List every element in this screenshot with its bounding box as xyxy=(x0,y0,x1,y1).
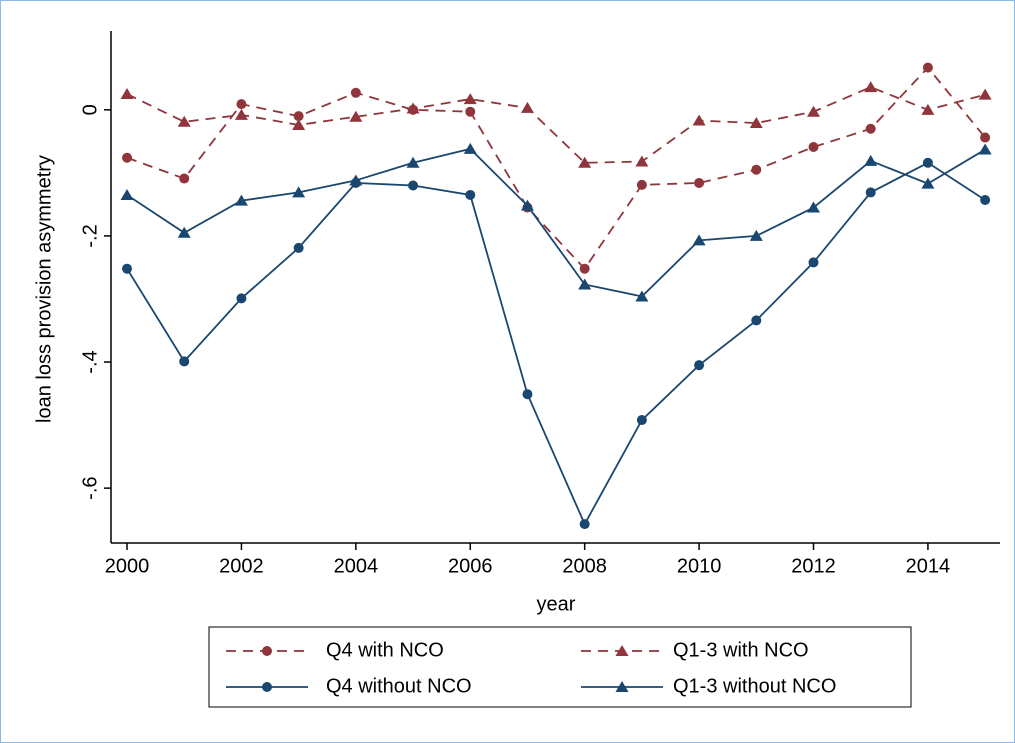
triangle-marker xyxy=(615,645,629,656)
circle-marker xyxy=(579,263,590,274)
legend-label: Q4 with NCO xyxy=(326,639,444,661)
series-line xyxy=(126,66,986,271)
triangle-marker xyxy=(177,226,191,238)
legend-box xyxy=(208,626,912,708)
triangle-marker xyxy=(615,681,629,692)
circle-marker xyxy=(262,682,272,692)
circle-marker xyxy=(408,180,419,191)
x-tick-label: 2008 xyxy=(562,555,607,577)
x-tick-label: 2000 xyxy=(105,555,150,577)
circle-marker xyxy=(751,315,762,326)
series-line xyxy=(126,147,986,298)
triangle-marker xyxy=(520,199,534,211)
triangle-marker xyxy=(635,155,649,167)
triangle-marker xyxy=(692,234,706,246)
triangle-marker xyxy=(864,154,878,166)
triangle-marker xyxy=(978,88,992,100)
triangle-marker xyxy=(692,114,706,126)
x-tick-label: 2012 xyxy=(791,555,836,577)
y-tick-label: -.4 xyxy=(79,350,101,373)
triangle-marker xyxy=(578,278,592,290)
triangle-marker xyxy=(864,81,878,93)
circle-marker xyxy=(350,87,361,98)
circle-marker xyxy=(694,177,705,188)
triangle-marker xyxy=(463,142,477,154)
x-tick-label: 2002 xyxy=(219,555,264,577)
triangle-marker xyxy=(749,117,763,129)
legend-label: Q1-3 with NCO xyxy=(673,639,809,661)
circle-marker xyxy=(236,99,247,110)
circle-marker xyxy=(808,142,819,153)
circle-marker xyxy=(122,152,133,163)
triangle-marker xyxy=(406,156,420,168)
series-line xyxy=(126,161,986,527)
circle-marker xyxy=(179,173,190,184)
circle-marker xyxy=(179,356,190,367)
triangle-marker xyxy=(234,194,248,206)
y-tick-label: -.2 xyxy=(79,224,101,247)
circle-marker xyxy=(980,132,991,143)
triangle-marker xyxy=(177,115,191,127)
triangle-marker xyxy=(807,201,821,213)
triangle-marker xyxy=(292,118,306,130)
y-tick-label: 0 xyxy=(79,104,101,115)
circle-marker xyxy=(922,62,933,73)
circle-marker xyxy=(236,293,247,304)
circle-marker xyxy=(465,189,476,200)
x-axis-label: year xyxy=(537,593,576,615)
triangle-marker xyxy=(292,186,306,198)
circle-marker xyxy=(262,646,272,656)
y-tick-label: -.6 xyxy=(79,476,101,499)
triangle-marker xyxy=(349,110,363,122)
triangle-marker xyxy=(120,188,134,200)
circle-marker xyxy=(865,187,876,198)
circle-marker xyxy=(522,389,533,400)
circle-marker xyxy=(980,194,991,205)
triangle-marker xyxy=(978,143,992,155)
triangle-marker xyxy=(749,229,763,241)
triangle-marker xyxy=(520,101,534,113)
circle-marker xyxy=(636,415,647,426)
circle-marker xyxy=(636,179,647,190)
circle-marker xyxy=(465,106,476,117)
circle-marker xyxy=(694,360,705,371)
circle-marker xyxy=(122,263,133,274)
circle-marker xyxy=(579,519,590,530)
triangle-marker xyxy=(635,290,649,302)
triangle-marker xyxy=(921,103,935,115)
circle-marker xyxy=(751,164,762,175)
circle-marker xyxy=(293,111,304,122)
triangle-marker xyxy=(921,177,935,189)
series-line xyxy=(126,86,986,164)
x-tick-label: 2014 xyxy=(906,555,951,577)
legend-label: Q1-3 without NCO xyxy=(673,675,836,697)
triangle-marker xyxy=(578,156,592,168)
legend-label: Q4 without NCO xyxy=(326,675,472,697)
triangle-marker xyxy=(120,88,134,100)
triangle-marker xyxy=(463,93,477,105)
circle-marker xyxy=(865,123,876,134)
triangle-marker xyxy=(406,102,420,114)
triangle-marker xyxy=(234,108,248,120)
y-axis-label: loan loss provision asymmetry xyxy=(33,155,55,423)
x-tick-label: 2004 xyxy=(334,555,379,577)
circle-marker xyxy=(922,157,933,168)
triangle-marker xyxy=(349,174,363,186)
circle-marker xyxy=(808,257,819,268)
triangle-marker xyxy=(807,105,821,117)
x-tick-label: 2006 xyxy=(448,555,493,577)
circle-marker xyxy=(293,242,304,253)
x-tick-label: 2010 xyxy=(677,555,722,577)
